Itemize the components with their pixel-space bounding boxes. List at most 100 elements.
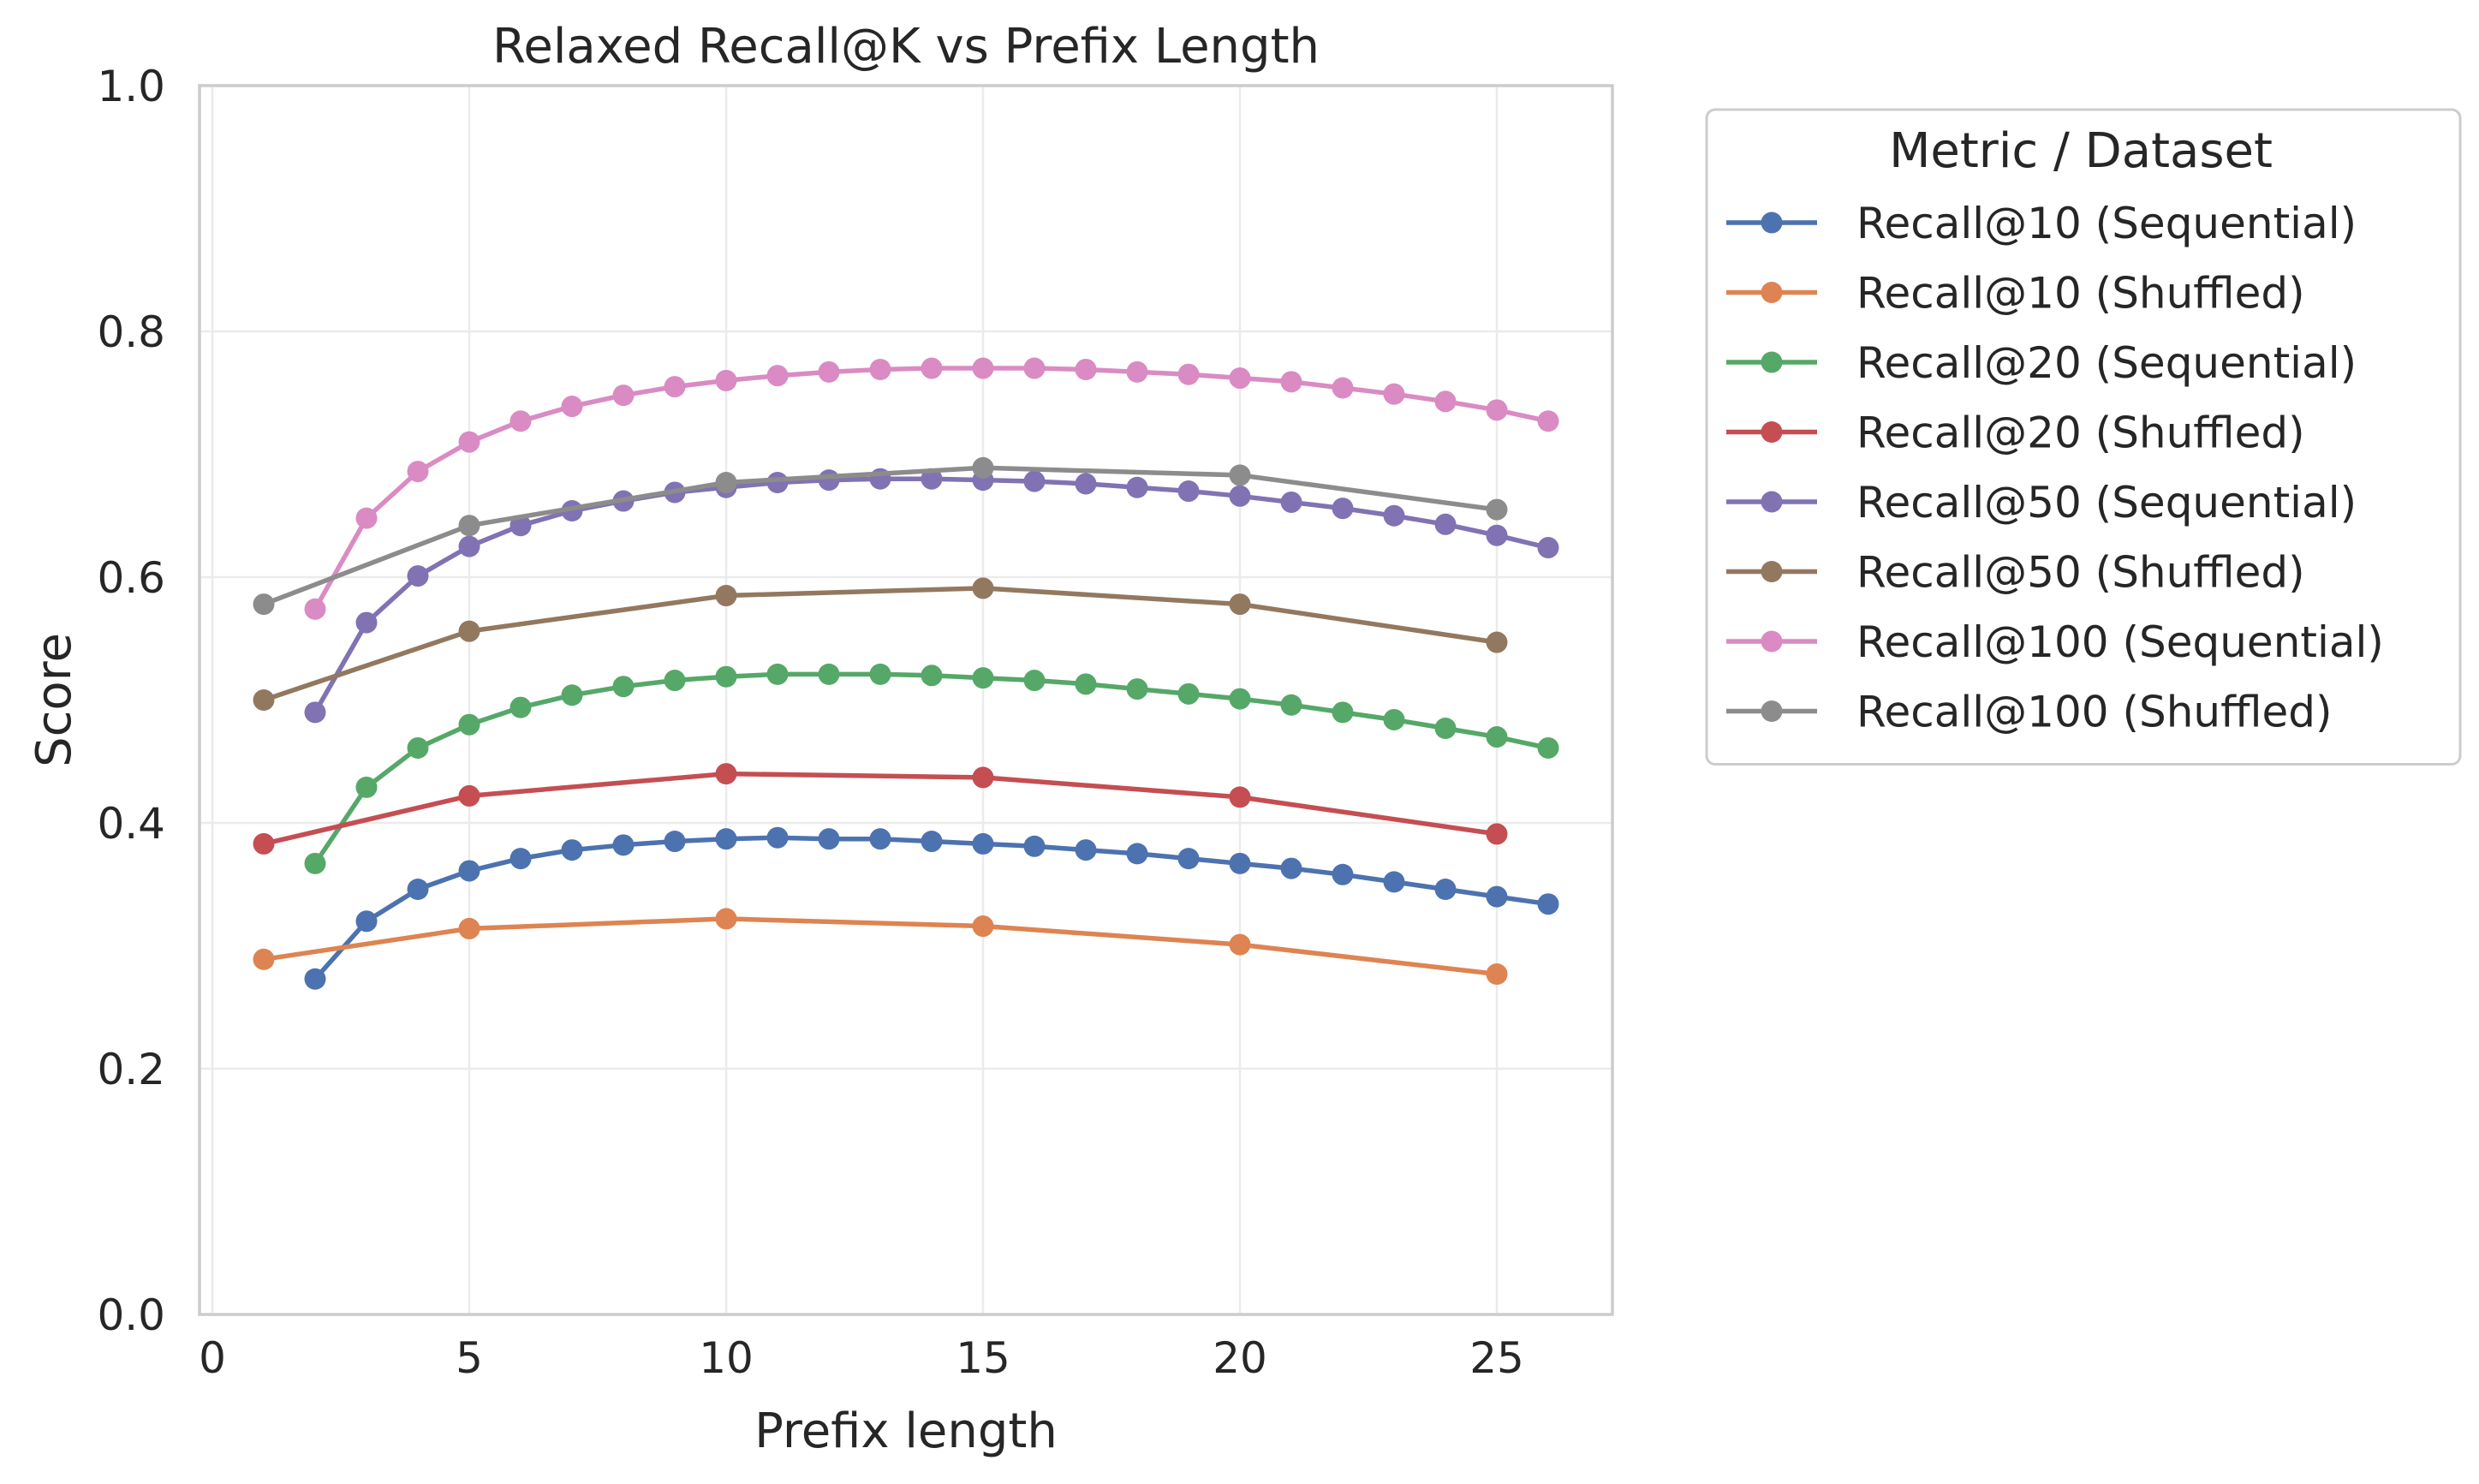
y-tick-label: 0.8	[97, 307, 165, 357]
data-point	[715, 369, 737, 391]
data-point	[715, 763, 737, 785]
legend-item: Recall@20 (Shuffled)	[1726, 408, 2305, 458]
data-point	[766, 365, 789, 387]
data-point	[1537, 537, 1559, 559]
data-point	[1229, 933, 1251, 956]
data-point	[1486, 823, 1508, 845]
plot-frame	[198, 84, 1614, 1316]
data-point	[766, 472, 789, 494]
data-point	[1023, 357, 1046, 379]
data-point	[972, 667, 994, 689]
y-axis-label: Score	[27, 633, 82, 767]
data-point	[458, 713, 480, 736]
series-2	[253, 908, 1508, 986]
data-point	[304, 968, 326, 990]
data-point	[1126, 361, 1148, 383]
data-point	[1537, 893, 1559, 915]
data-point	[561, 396, 583, 418]
data-point	[561, 684, 583, 706]
data-point	[407, 878, 429, 900]
data-point	[921, 357, 943, 379]
data-point	[1229, 852, 1251, 874]
data-point	[1486, 963, 1508, 986]
legend-swatch-marker	[1761, 282, 1783, 303]
data-point	[1075, 473, 1097, 495]
data-point	[1434, 718, 1457, 740]
data-point	[253, 832, 275, 855]
data-point	[1177, 848, 1200, 870]
series-line	[261, 916, 1499, 977]
data-point	[1434, 390, 1457, 413]
data-point	[869, 358, 891, 380]
data-point	[407, 565, 429, 587]
data-point	[766, 663, 789, 685]
data-point	[407, 736, 429, 759]
data-point	[1332, 863, 1354, 885]
data-point	[458, 784, 480, 807]
x-tick-label: 0	[199, 1333, 226, 1383]
series-8	[253, 456, 1508, 616]
data-point	[972, 832, 994, 855]
chart-title: Relaxed Recall@K vs Prefix Length	[492, 19, 1320, 74]
series-line	[261, 586, 1499, 703]
data-point	[253, 948, 275, 970]
data-point	[715, 585, 737, 607]
data-point	[1126, 476, 1148, 498]
series-7	[304, 357, 1559, 620]
legend-label: Recall@100 (Shuffled)	[1856, 688, 2332, 737]
data-point	[1383, 871, 1405, 893]
data-point	[1486, 885, 1508, 908]
data-point	[612, 676, 635, 698]
data-point	[972, 766, 994, 789]
data-point	[972, 915, 994, 938]
data-point	[1280, 491, 1302, 513]
data-point	[1023, 835, 1046, 857]
data-point	[1229, 593, 1251, 616]
data-point	[253, 593, 275, 616]
data-point	[1229, 367, 1251, 390]
data-point	[818, 828, 840, 850]
legend-swatch-marker	[1761, 491, 1783, 513]
data-point	[921, 831, 943, 853]
data-point	[715, 472, 737, 494]
data-point	[972, 357, 994, 379]
data-point	[458, 515, 480, 537]
data-point	[253, 689, 275, 711]
data-point	[1177, 682, 1200, 705]
legend-title: Metric / Dataset	[1889, 123, 2273, 179]
data-point	[1126, 678, 1148, 700]
grid	[200, 84, 1612, 1316]
legend-item: Recall@100 (Shuffled)	[1726, 688, 2332, 737]
y-tick-label: 1.0	[97, 62, 165, 111]
data-point	[921, 665, 943, 687]
legend-label: Recall@20 (Sequential)	[1856, 338, 2357, 388]
data-point	[458, 917, 480, 939]
data-point	[1075, 358, 1097, 380]
data-point	[458, 535, 480, 557]
data-point	[1229, 688, 1251, 710]
data-point	[355, 611, 378, 634]
data-point	[355, 910, 378, 933]
data-point	[1177, 480, 1200, 503]
data-point	[1177, 363, 1200, 385]
data-point	[972, 577, 994, 599]
data-point	[1383, 708, 1405, 730]
data-point	[1486, 631, 1508, 653]
plot-background	[200, 86, 1612, 1314]
data-point	[1332, 498, 1354, 520]
series-4	[253, 763, 1508, 855]
data-point	[304, 852, 326, 874]
series-3	[304, 663, 1559, 874]
data-point	[510, 848, 532, 870]
data-point	[561, 839, 583, 861]
data-point	[1229, 786, 1251, 808]
x-tick-label: 10	[699, 1333, 754, 1383]
data-point	[1486, 498, 1508, 521]
data-point	[664, 670, 686, 692]
y-tick-label: 0.4	[97, 799, 165, 849]
legend-item: Recall@10 (Sequential)	[1726, 199, 2357, 248]
x-tick-label: 20	[1213, 1333, 1267, 1383]
plot-area	[198, 84, 1614, 1316]
data-point	[818, 469, 840, 492]
